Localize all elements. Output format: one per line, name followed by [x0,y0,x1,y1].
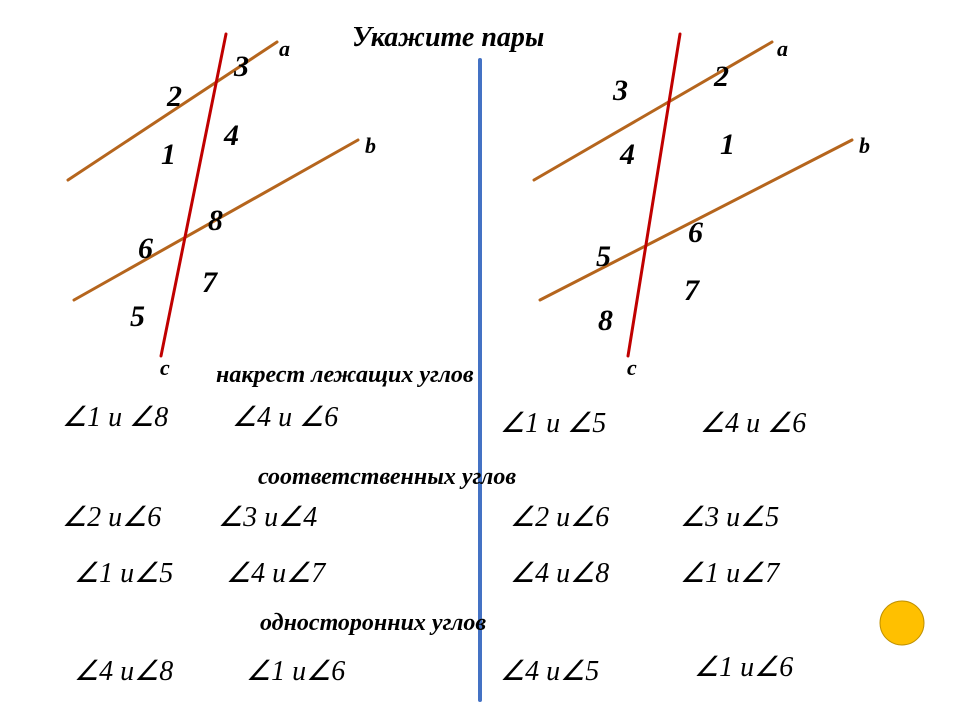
label-c_right: c [627,355,637,381]
label-c_left: c [160,355,170,381]
label-corr_L3: ∠1 и∠5 [74,556,173,590]
label-corr_R3: ∠4 и∠8 [510,556,609,590]
label-title: Укажите пары [352,22,544,54]
label-side_L2: ∠1 и∠6 [246,654,345,688]
label-corr_R2: ∠3 и∠5 [680,500,779,534]
label-L6: 6 [138,232,153,266]
label-side_R1: ∠4 и∠5 [500,654,599,688]
label-corr_L2: ∠3 и∠4 [218,500,317,534]
label-b_left: b [365,133,376,159]
label-cross_R1: ∠1 и ∠5 [500,406,606,440]
label-L1: 1 [161,138,176,172]
label-R2: 2 [714,60,729,94]
label-L5: 5 [130,300,145,334]
label-R8: 8 [598,304,613,338]
label-side_L1: ∠4 и∠8 [74,654,173,688]
label-cross_R2: ∠4 и ∠6 [700,406,806,440]
label-section1: накрест лежащих углов [216,362,474,389]
label-R6: 6 [688,216,703,250]
label-R5: 5 [596,240,611,274]
label-corr_R4: ∠1 и∠7 [680,556,779,590]
label-corr_L4: ∠4 и∠7 [226,556,325,590]
label-section2: соответственных углов [258,464,516,491]
label-section3: односторонних углов [260,610,486,637]
label-R7: 7 [684,274,699,308]
label-cross_L1: ∠1 и ∠8 [62,400,168,434]
label-L3: 3 [234,50,249,84]
label-R3: 3 [613,74,628,108]
label-L7: 7 [202,266,217,300]
label-corr_L1: ∠2 и∠6 [62,500,161,534]
label-R4: 4 [620,138,635,172]
label-cross_L2: ∠4 и ∠6 [232,400,338,434]
label-L4: 4 [224,119,239,153]
label-L8: 8 [208,204,223,238]
label-a_left: a [279,36,290,62]
label-a_right: a [777,36,788,62]
label-L2: 2 [167,80,182,114]
label-side_R2: ∠1 и∠6 [694,650,793,684]
label-corr_R1: ∠2 и∠6 [510,500,609,534]
label-b_right: b [859,133,870,159]
label-R1: 1 [720,128,735,162]
